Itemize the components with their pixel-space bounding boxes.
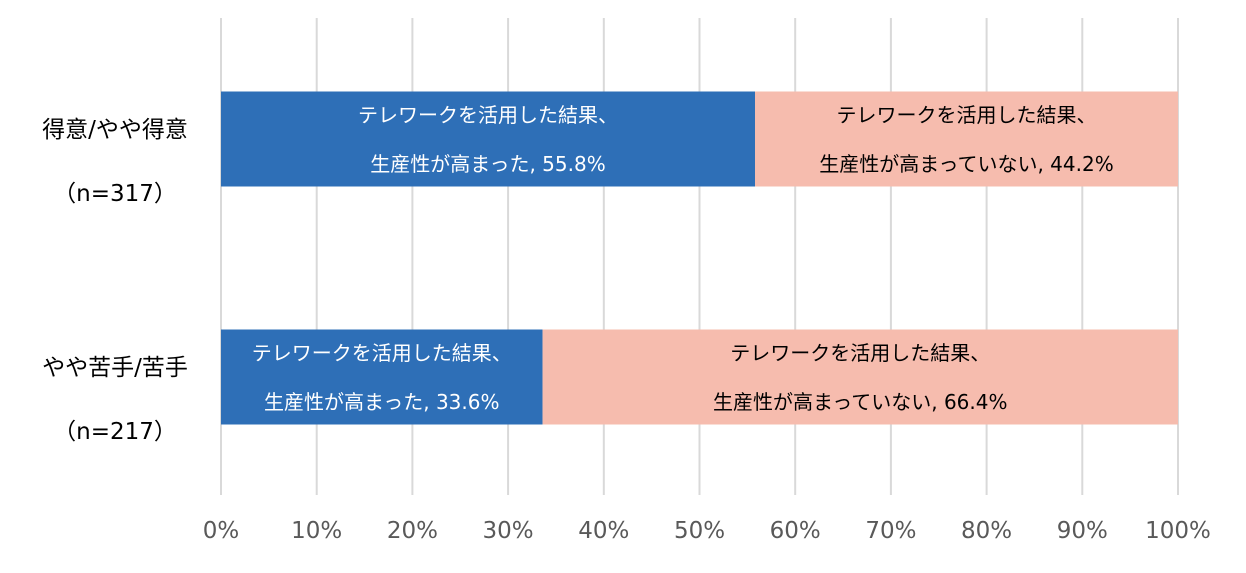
x-tick-label-50: 50% [674,518,725,544]
category-label-1-line1: やや苦手/苦手 [42,355,188,381]
category-label-0-line1: 得意/やや得意 [42,117,188,143]
x-tick-label-10: 10% [291,518,342,544]
category-label-0-line2: （n=317） [53,181,177,207]
data-label-series0-category1-line1: テレワークを活用した結果、 [252,341,512,365]
data-label-series1-category0-line1: テレワークを活用した結果、 [837,103,1097,127]
data-label-series1-category0-line2: 生産性が高まっていない, 44.2% [819,152,1113,176]
x-tick-label-100: 100% [1145,518,1211,544]
data-label-series0-category0-line2: 生産性が高まった, 55.8% [370,152,605,176]
x-tick-label-70: 70% [865,518,916,544]
x-tick-label-0: 0% [203,518,240,544]
x-tick-label-60: 60% [770,518,821,544]
x-tick-label-20: 20% [387,518,438,544]
x-tick-label-40: 40% [578,518,629,544]
data-label-series0-category0-line1: テレワークを活用した結果、 [358,103,618,127]
bar-series0-category0 [221,91,756,187]
data-label-series1-category1-line1: テレワークを活用した結果、 [730,341,990,365]
bar-series1-category0 [755,91,1178,187]
bar-series0-category1 [221,329,543,425]
category-label-1-line2: （n=217） [53,419,177,445]
x-tick-label-30: 30% [483,518,534,544]
x-tick-label-80: 80% [961,518,1012,544]
data-label-series1-category1-line2: 生産性が高まっていない, 66.4% [713,390,1007,414]
bar-series1-category1 [542,329,1178,425]
data-label-series0-category1-line2: 生産性が高まった, 33.6% [264,390,499,414]
x-tick-label-90: 90% [1057,518,1108,544]
